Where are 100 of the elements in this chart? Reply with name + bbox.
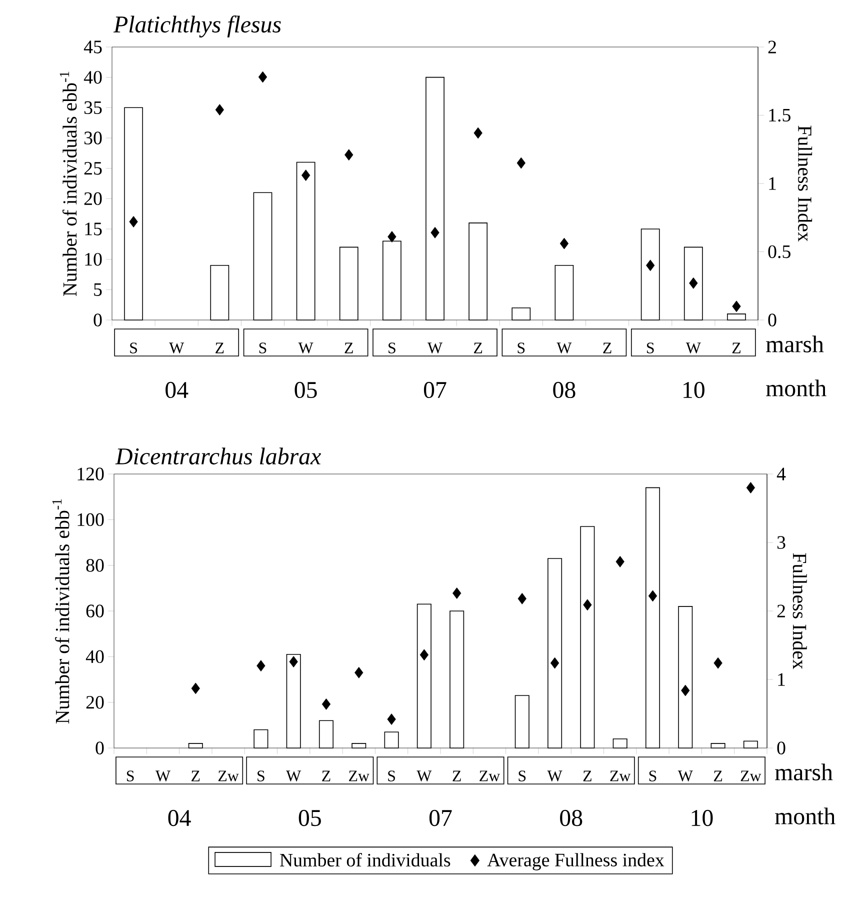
- point: [129, 216, 138, 228]
- x-tick-label: W: [428, 342, 442, 354]
- x-tick-label: Z: [192, 770, 200, 782]
- y-tick-label: 30: [84, 132, 102, 144]
- text: month: [766, 380, 826, 396]
- y-tick-label: 60: [86, 604, 104, 618]
- y2-tick-label: 3: [777, 536, 786, 549]
- x-tick-label: Z: [344, 342, 353, 354]
- text: 05: [294, 382, 317, 398]
- text: 04: [166, 382, 188, 398]
- point: [550, 657, 560, 669]
- text: month: [775, 808, 836, 824]
- x-tick-label: W: [169, 342, 184, 354]
- point: [560, 238, 569, 250]
- point: [256, 660, 266, 672]
- text: 10: [684, 382, 704, 398]
- point: [301, 170, 310, 181]
- text: 08: [560, 810, 582, 826]
- y-tick-label: 120: [78, 468, 104, 480]
- x-tick-label: S: [518, 342, 525, 354]
- y2-tick-label: 4: [776, 468, 786, 480]
- y2-tick-label: 1.5: [769, 108, 790, 122]
- text: 05: [298, 810, 321, 826]
- x-tick-label: W: [678, 770, 693, 782]
- y-tick-label: 35: [84, 101, 102, 114]
- x-tick-label: Zw: [480, 770, 500, 782]
- legend-label: Number of individuals: [280, 853, 450, 867]
- y-tick-label: 100: [78, 513, 104, 526]
- x-tick-label: Z: [322, 770, 330, 782]
- text: 08: [553, 382, 576, 398]
- y-tick-label: 0: [94, 314, 102, 326]
- point: [344, 149, 354, 161]
- point: [420, 649, 429, 661]
- x-tick-label: S: [259, 342, 266, 354]
- y-tick-label: 10: [85, 252, 102, 266]
- y-axis-title: Number of individuals ebb$^{-1}$: [52, 499, 70, 724]
- x-tick-label: Z: [216, 342, 224, 354]
- point: [452, 587, 462, 599]
- x-tick-label: S: [258, 770, 264, 782]
- x-tick-label: Z: [474, 342, 482, 354]
- x-tick-label: S: [646, 342, 654, 354]
- x-tick-label: S: [518, 770, 526, 782]
- x-tick-label: Z: [452, 770, 461, 782]
- point: [474, 127, 482, 139]
- point: [289, 656, 298, 668]
- y2-tick-label: 1: [778, 673, 785, 686]
- x-tick-label: Z: [732, 342, 740, 354]
- y2-tick-label: 1: [769, 177, 776, 190]
- point: [646, 260, 655, 272]
- point: [354, 666, 364, 678]
- x-tick-label: Z: [603, 342, 612, 354]
- y2-axis-title: Fullness Index: [798, 126, 812, 242]
- point: [191, 682, 200, 694]
- y-tick-label: 45: [84, 40, 102, 54]
- point: [388, 231, 396, 242]
- y-tick-label: 80: [86, 558, 104, 572]
- y2-tick-label: 0: [768, 314, 776, 326]
- point: [681, 684, 690, 696]
- y-tick-label: 15: [85, 222, 102, 236]
- x-tick-label: Zw: [349, 770, 370, 782]
- point: [258, 71, 268, 83]
- point: [746, 482, 756, 494]
- point: [430, 226, 440, 238]
- x-tick-label: W: [286, 770, 302, 782]
- point: [387, 714, 396, 725]
- y-tick-label: 20: [84, 192, 102, 206]
- x-tick-label: W: [155, 770, 170, 782]
- x-tick-label: W: [298, 342, 314, 354]
- y2-tick-label: 2: [768, 40, 776, 54]
- x-tick-label: W: [547, 770, 562, 782]
- x-axis-title: marsh: [775, 764, 833, 780]
- text: 07: [429, 810, 452, 826]
- text: 10: [692, 810, 713, 826]
- point: [583, 599, 592, 611]
- y2-tick-label: 0: [777, 742, 786, 754]
- chart-title: Platichthys flesus: [113, 16, 281, 38]
- x-tick-label: S: [388, 342, 396, 354]
- x-tick-label: Zw: [610, 770, 631, 782]
- y2-tick-label: 0.5: [768, 245, 790, 258]
- x-tick-label: S: [130, 342, 137, 354]
- x-tick-label: Zw: [218, 770, 239, 782]
- chart-title: Dicentrarchus labrax: [115, 448, 321, 464]
- point: [516, 157, 526, 169]
- text: 07: [424, 382, 446, 398]
- y2-axis-title: Fullness Index: [792, 553, 807, 670]
- y2-tick-label: 2: [777, 604, 785, 618]
- x-tick-label: S: [649, 770, 656, 782]
- y-tick-label: 0: [96, 742, 104, 754]
- y-tick-label: 25: [84, 162, 102, 175]
- x-tick-label: S: [126, 770, 134, 782]
- x-axis-title: marsh: [766, 336, 824, 352]
- point: [732, 300, 741, 312]
- y-tick-label: 5: [94, 283, 102, 296]
- x-tick-label: S: [388, 770, 395, 782]
- text: 04: [168, 810, 191, 826]
- y-tick-label: 40: [84, 70, 102, 84]
- y-tick-label: 40: [86, 650, 104, 664]
- point: [648, 590, 658, 602]
- y-tick-label: 20: [86, 696, 104, 709]
- x-tick-label: W: [686, 342, 701, 354]
